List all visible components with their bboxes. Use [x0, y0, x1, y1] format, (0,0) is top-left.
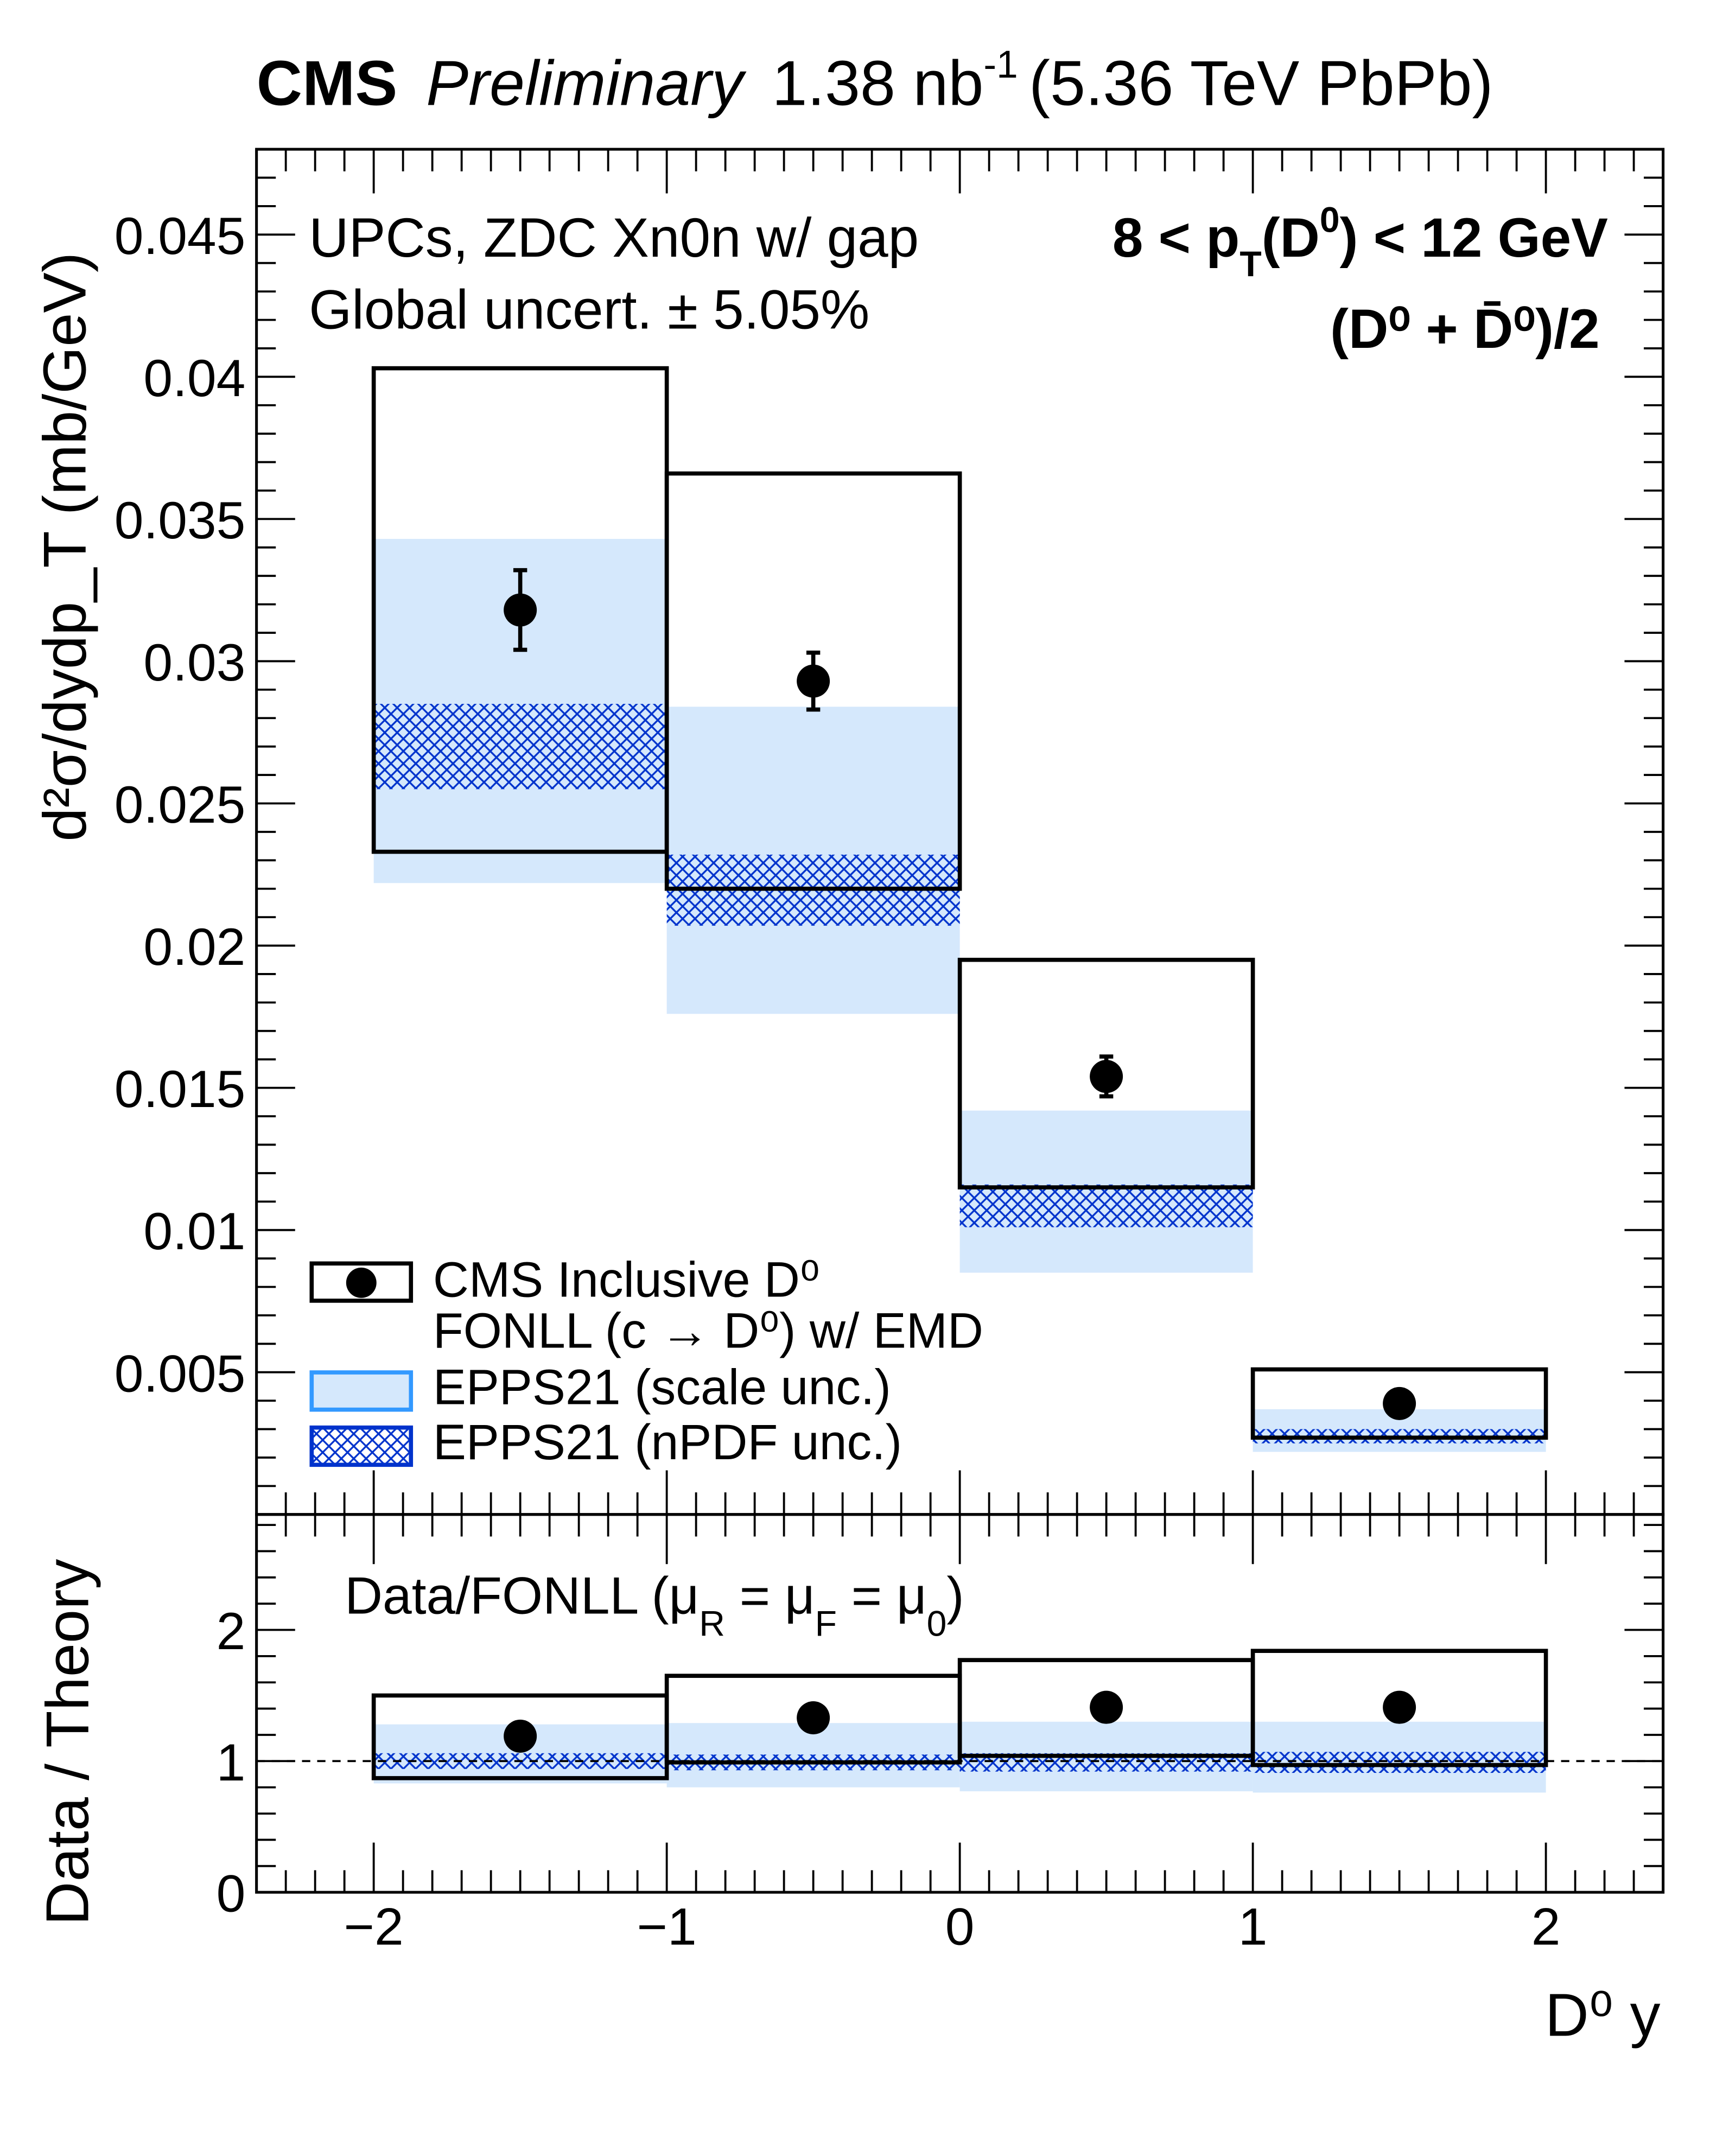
selection-label: UPCs, ZDC Xn0n w/ gap	[309, 207, 919, 269]
y-axis-title: d²σ/dydp_T (mb/GeV)	[31, 252, 99, 842]
ratio-y-tick-label: 1	[217, 1734, 246, 1792]
main-y-tick-label: 0.02	[143, 918, 245, 976]
legend-npdf-swatch	[309, 1425, 414, 1467]
ratio-data-point	[1383, 1690, 1416, 1724]
legend-scale-swatch	[309, 1370, 414, 1412]
x-tick-label: 1	[1238, 1898, 1268, 1956]
main-y-tick-label: 0.025	[115, 776, 246, 834]
legend-data-marker	[346, 1267, 377, 1298]
legend: CMS Inclusive D⁰ FONLL (c → D⁰) w/ EMD E…	[309, 1252, 983, 1470]
pt-range-label: 8 < pT(D0) < 12 GeV	[1113, 200, 1608, 284]
main-y-tick-label: 0.04	[143, 349, 245, 408]
ratio-y-tick-label: 2	[217, 1602, 246, 1661]
x-tick-label: 0	[945, 1898, 975, 1956]
ratio-y-axis-title: Data / Theory	[34, 1559, 101, 1925]
main-syst-box	[957, 957, 1255, 1190]
main-syst-box	[664, 471, 962, 891]
legend-theory-label: FONLL (c → D⁰) w/ EMD	[433, 1303, 983, 1358]
main-y-tick-label: 0.045	[115, 207, 246, 265]
particle-label: (D⁰ + D̄⁰)/2	[1330, 298, 1600, 360]
legend-scale-label: EPPS21 (scale unc.)	[433, 1359, 891, 1415]
main-data-point	[1090, 1060, 1123, 1093]
legend-data-label: CMS Inclusive D⁰	[433, 1252, 820, 1307]
ratio-npdf-band	[1253, 1752, 1546, 1773]
main-data-point	[797, 664, 830, 698]
main-y-tick-label: 0.03	[143, 634, 245, 692]
ratio-data-point	[504, 1719, 537, 1753]
ratio-data-point	[1090, 1690, 1123, 1724]
x-axis-title: D⁰ y	[1545, 1981, 1661, 2049]
main-npdf-band	[373, 704, 667, 790]
chart-title: CMS Preliminary 1.38 nb-1 (5.36 TeV PbPb)	[257, 43, 1493, 119]
main-y-tick-label: 0.035	[115, 492, 246, 550]
x-tick-label: −2	[344, 1898, 404, 1956]
ratio-data-point	[797, 1701, 830, 1734]
x-tick-label: 2	[1531, 1898, 1561, 1956]
ratio-syst-box	[1250, 1649, 1548, 1767]
legend-npdf-label: EPPS21 (nPDF unc.)	[433, 1415, 902, 1470]
main-syst-box	[1250, 1367, 1548, 1440]
ratio-label: Data/FONLL (μR = μF = μ0)	[345, 1567, 964, 1644]
main-data-point	[1383, 1387, 1416, 1420]
main-y-tick-label: 0.005	[115, 1345, 246, 1403]
ratio-y-tick-label: 0	[217, 1865, 246, 1923]
main-y-tick-label: 0.01	[143, 1203, 245, 1261]
main-npdf-band	[959, 1184, 1253, 1228]
main-y-tick-label: 0.015	[115, 1060, 246, 1118]
global-uncert-label: Global uncert. ± 5.05%	[309, 278, 869, 340]
main-data-point	[504, 593, 537, 627]
x-tick-label: −1	[637, 1898, 697, 1956]
